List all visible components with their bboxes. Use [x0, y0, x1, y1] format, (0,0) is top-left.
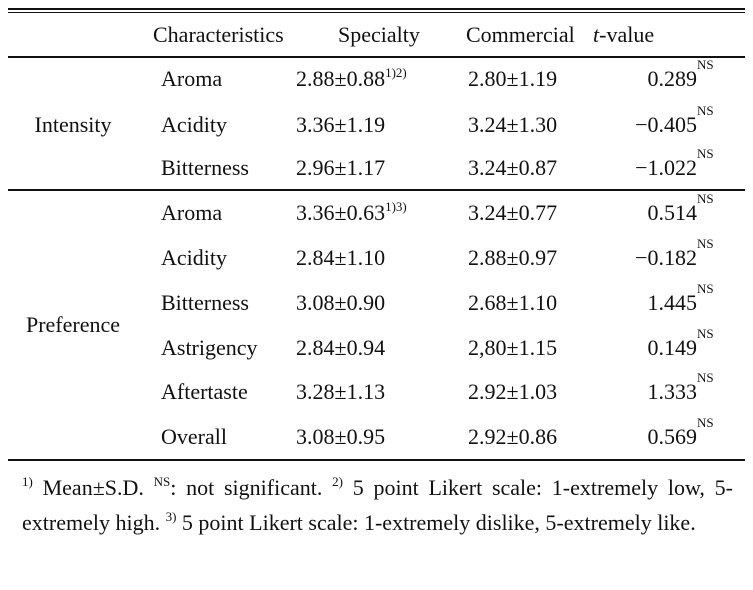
top-rule [8, 8, 745, 10]
specialty-value: 3.08±0.95 [296, 424, 385, 450]
specialty-value: 2.96±1.17 [296, 155, 385, 181]
footnote-text-4: 5 point Likert scale: 1-extremely dislik… [176, 510, 696, 535]
t-italic: t [593, 22, 600, 47]
top-rule-inner [8, 12, 745, 13]
specialty-text: 3.36±0.63 [296, 200, 386, 225]
t-rest: -value [599, 22, 655, 47]
characteristic-name: Overall [161, 424, 227, 449]
significance-marker: NS [697, 191, 714, 206]
header-specialty: Specialty [338, 22, 420, 47]
group-divider-rule [8, 189, 745, 191]
commercial-value: 2.88±0.97 [468, 245, 558, 270]
commercial-value: 2.68±1.10 [468, 290, 558, 315]
specialty-text: 3.36±1.19 [296, 112, 386, 137]
specialty-value: 3.28±1.13 [296, 379, 385, 405]
footnote-text-3: 5 point Likert scale: 1-extremely low, 5… [22, 475, 733, 535]
characteristic-name: Aroma [161, 66, 223, 91]
specialty-value: 2.84±1.10 [296, 245, 385, 271]
t-value: 1.445 [647, 290, 698, 315]
commercial-value: 3.24±1.30 [468, 112, 558, 137]
header-rule [8, 56, 745, 58]
footnote-text-2: : not significant. [170, 475, 333, 500]
specialty-text: 3.08±0.90 [296, 290, 386, 315]
specialty-value: 3.08±0.90 [296, 290, 385, 316]
footnote-marker-2: 2) [332, 474, 343, 489]
specialty-value: 2.88±0.881)2) [296, 66, 407, 92]
group-label-preference: Preference [25, 312, 121, 337]
header-characteristics: Characteristics [153, 22, 284, 47]
significance-marker: NS [697, 57, 714, 72]
commercial-value: 2.80±1.19 [468, 66, 558, 91]
characteristic-name: Aftertaste [161, 379, 248, 404]
significance-marker: NS [697, 236, 714, 251]
characteristic-name: Acidity [161, 112, 227, 137]
t-value: 0.149 [647, 335, 698, 360]
significance-marker: NS [697, 281, 714, 296]
footnote: 1) Mean±S.D. NS: not significant. 2) 5 p… [22, 470, 733, 540]
commercial-value: 2.92±1.03 [468, 379, 558, 404]
characteristic-name: Bitterness [161, 290, 249, 315]
footnote-marker-3: 3) [165, 509, 177, 524]
specialty-text: 2.96±1.17 [296, 155, 386, 180]
specialty-value: 2.84±0.94 [296, 335, 385, 361]
characteristic-name: Aroma [161, 200, 223, 225]
characteristic-name: Acidity [161, 245, 227, 270]
header-t-value: t-value [593, 22, 654, 48]
specialty-text: 2.84±1.10 [296, 245, 386, 270]
header-commercial: Commercial [466, 22, 575, 47]
significance-marker: NS [697, 370, 714, 385]
specialty-text: 3.08±0.95 [296, 424, 386, 449]
significance-marker: NS [697, 326, 714, 341]
footnote-marker-1: 1) [22, 474, 33, 489]
t-value: 0.289 [647, 66, 698, 91]
t-value: −0.182 [635, 245, 697, 270]
characteristic-name: Bitterness [161, 155, 249, 180]
t-value: 0.569 [647, 424, 698, 449]
group-label-intensity: Intensity [34, 112, 112, 137]
footnote-text-1: Mean±S.D. [32, 475, 154, 500]
footnote-marker-ns: NS [153, 474, 171, 489]
t-value: −0.405 [635, 112, 697, 137]
commercial-value: 3.24±0.87 [468, 155, 558, 180]
commercial-value: 3.24±0.77 [468, 200, 558, 225]
specialty-footnote-marker: 1)3) [385, 199, 407, 214]
t-value: −1.022 [635, 155, 697, 180]
t-value: 0.514 [647, 200, 698, 225]
specialty-text: 3.28±1.13 [296, 379, 386, 404]
significance-marker: NS [697, 415, 714, 430]
commercial-value: 2,80±1.15 [468, 335, 558, 360]
commercial-value: 2.92±0.86 [468, 424, 558, 449]
characteristic-name: Astrigency [161, 335, 258, 360]
specialty-footnote-marker: 1)2) [385, 65, 407, 80]
significance-marker: NS [697, 146, 714, 161]
t-value: 1.333 [647, 379, 698, 404]
specialty-value: 3.36±1.19 [296, 112, 385, 138]
specialty-text: 2.88±0.88 [296, 66, 386, 91]
specialty-value: 3.36±0.631)3) [296, 200, 407, 226]
bottom-rule [8, 459, 745, 461]
specialty-text: 2.84±0.94 [296, 335, 386, 360]
significance-marker: NS [697, 103, 714, 118]
